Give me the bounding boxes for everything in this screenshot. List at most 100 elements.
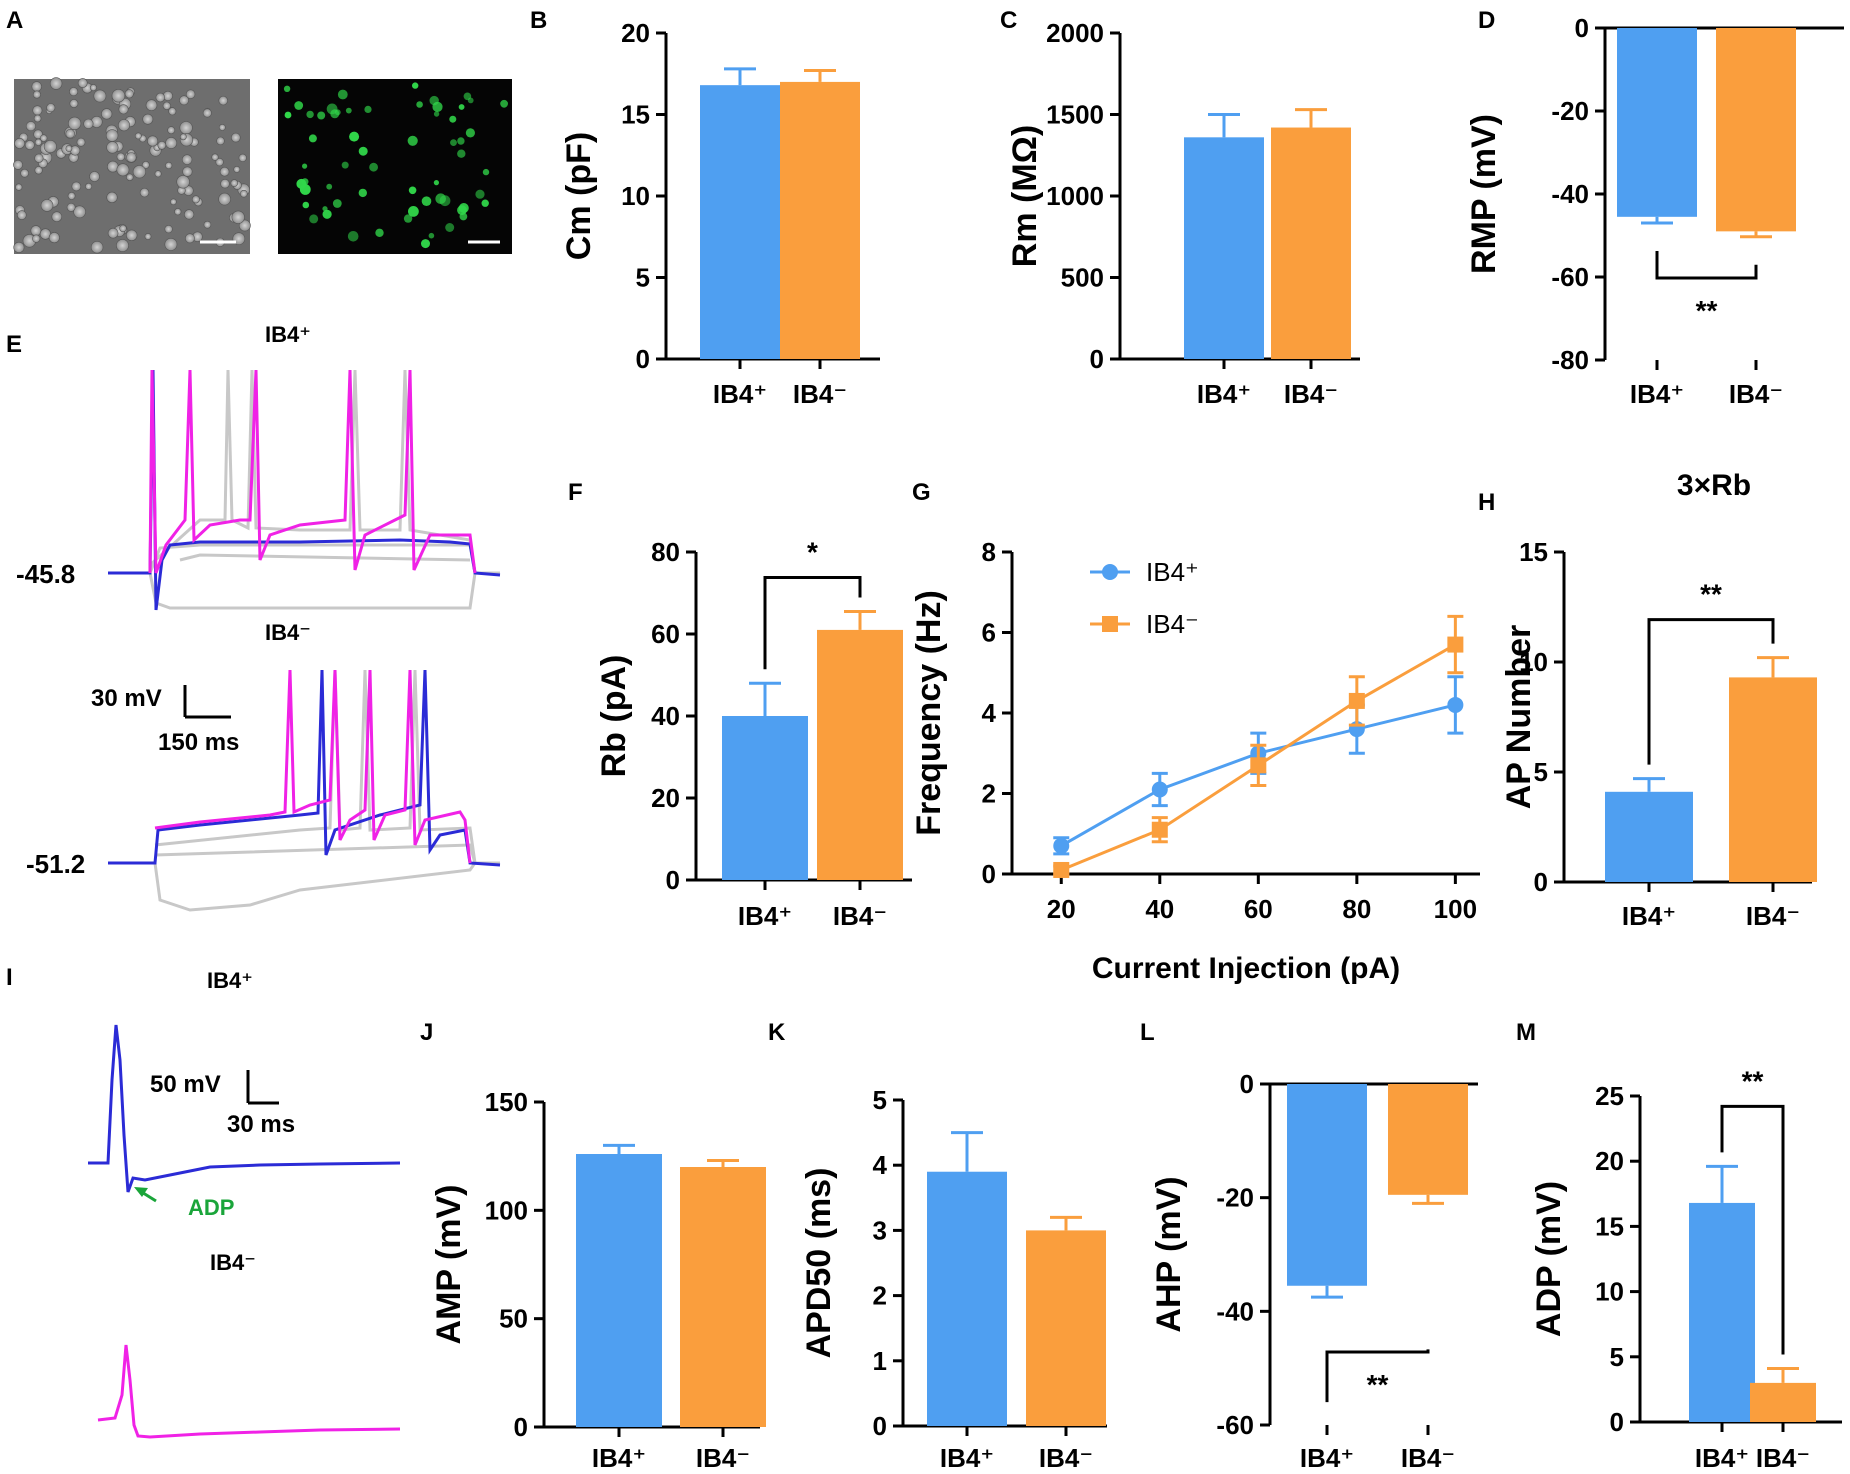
trace-e-neg-gray-2 (154, 843, 477, 864)
data-point (1447, 636, 1464, 653)
fluorescent-cell (408, 206, 419, 217)
y-tick-label: 5 (1534, 757, 1548, 787)
brightfield-cell (49, 77, 63, 90)
brightfield-cell (238, 153, 247, 162)
brightfield-cell (139, 187, 150, 198)
fluorescent-cell (463, 92, 472, 101)
brightfield-cell (124, 89, 134, 99)
panel-i-traces: IB4⁺ 50 mV 30 ms ADP IB4⁻ (88, 968, 401, 1439)
brightfield-cell (31, 81, 42, 92)
brightfield-cell (185, 89, 196, 99)
fluorescent-cell (407, 135, 418, 146)
fluorescent-cell (465, 128, 475, 138)
x-tick-label: IB4⁺ (1300, 1443, 1354, 1473)
panel-label-a: A (6, 7, 23, 34)
chart-c: 0 500 1000 1500 2000 Rm (MΩ) IB4⁺ IB4⁻ (1006, 18, 1360, 409)
y-tick-label: -60 (1216, 1410, 1254, 1440)
fluorescent-cell (332, 199, 342, 208)
trace-e-pos-blue (108, 369, 501, 611)
bar-ib4-pos (700, 85, 780, 359)
x-tick-label: IB4⁺ (713, 379, 767, 409)
panel-label-k: K (768, 1019, 786, 1046)
brightfield-cell (167, 126, 176, 135)
brightfield-cell (157, 141, 167, 150)
brightfield-cell (67, 116, 82, 130)
x-tick-label: IB4⁻ (1746, 901, 1800, 931)
y-tick-label: 10 (621, 181, 650, 211)
chart-g: 0 2 4 6 8 Frequency (Hz) 20 40 60 80 100 Current In… (910, 537, 1480, 985)
panel-label-d: D (1478, 7, 1495, 34)
chart-b: 0 5 10 15 20 Cm (pF) IB4⁺ IB4⁻ (560, 18, 880, 409)
y-tick-label: -40 (1551, 179, 1589, 209)
fluorescent-cell (294, 101, 304, 110)
brightfield-cell (65, 129, 75, 139)
brightfield-cell (132, 165, 146, 179)
brightfield-cell (20, 168, 29, 178)
fluorescent-cell (457, 149, 466, 158)
brightfield-cell (33, 114, 42, 123)
brightfield-cell (164, 237, 178, 251)
chart-j: 0 50 100 150 AMP (mV) IB4⁺ IB4⁻ (430, 1087, 766, 1473)
trace-e-pos-pink (148, 369, 477, 574)
y-tick-label: -20 (1216, 1183, 1254, 1213)
brightfield-cells (13, 77, 251, 254)
scale-label-i-time: 30 ms (227, 1111, 295, 1138)
brightfield-cell (89, 171, 100, 182)
rmp-label-ib4-pos: -45.8 (16, 559, 75, 589)
brightfield-cell (218, 192, 231, 206)
bar-ib4-pos (1605, 791, 1693, 882)
x-tick-label: IB4⁻ (1401, 1443, 1455, 1473)
brightfield-cell (83, 118, 94, 129)
bar-ib4-pos (576, 1154, 662, 1427)
fluorescent-cell (475, 189, 485, 199)
brightfield-cell (116, 152, 126, 162)
brightfield-cell (119, 224, 127, 233)
panel-label-c: C (1000, 7, 1017, 34)
y-tick-label: 80 (651, 537, 680, 567)
brightfield-cell (106, 141, 119, 154)
y-tick-label: 1 (873, 1346, 887, 1376)
x-tick-label: IB4⁺ (1622, 901, 1676, 931)
y-tick-label: 10 (1519, 647, 1548, 677)
fluorescent-cell (283, 85, 291, 93)
brightfield-cell (231, 132, 241, 143)
bar-ib4-neg (1716, 28, 1796, 232)
fluorescent-cell (302, 163, 308, 169)
x-axis-label: Current Injection (pA) (1092, 952, 1400, 985)
bar-ib4-neg (680, 1167, 766, 1427)
significance-marker: ** (1367, 1369, 1389, 1400)
brightfield-cell (111, 88, 126, 103)
brightfield-cell (51, 211, 63, 222)
fluorescent-cell (322, 206, 328, 212)
brightfield-cell (179, 133, 187, 141)
bar-ib4-pos (1617, 28, 1697, 217)
trace-i-ib4-neg (97, 1344, 401, 1439)
brightfield-cell (116, 239, 129, 252)
fluorescent-cell (428, 232, 435, 239)
brightfield-cell (71, 181, 82, 192)
significance-bracket (1325, 1349, 1430, 1403)
panel-label-f: F (568, 479, 583, 506)
brightfield-cell (25, 121, 36, 132)
y-axis-label: AP Number (1500, 625, 1538, 810)
x-tick-label: IB4⁻ (696, 1443, 750, 1473)
y-tick-label: 15 (1595, 1211, 1624, 1241)
fluorescent-cell (412, 82, 419, 89)
bar-ib4-pos (1184, 137, 1264, 359)
fluorescent-cell (302, 201, 310, 209)
y-tick-label: 2 (982, 779, 996, 809)
fluorescent-cell (337, 89, 348, 100)
brightfield-cell (16, 210, 27, 220)
brightfield-cell (106, 191, 118, 203)
brightfield-cell (165, 137, 178, 149)
bar-ib4-neg (1026, 1230, 1106, 1426)
chart-k: 0 1 2 3 4 5 APD50 (ms) IB4⁺ IB4⁻ (800, 1085, 1107, 1473)
significance-bracket (1720, 1104, 1785, 1355)
brightfield-cell (170, 198, 177, 206)
y-tick-label: 8 (982, 537, 996, 567)
bar-ib4-pos (1689, 1202, 1755, 1422)
brightfield-cell (126, 152, 137, 163)
brightfield-cell (218, 124, 226, 131)
y-tick-label: 500 (1061, 263, 1104, 293)
brightfield-cell (101, 108, 113, 120)
